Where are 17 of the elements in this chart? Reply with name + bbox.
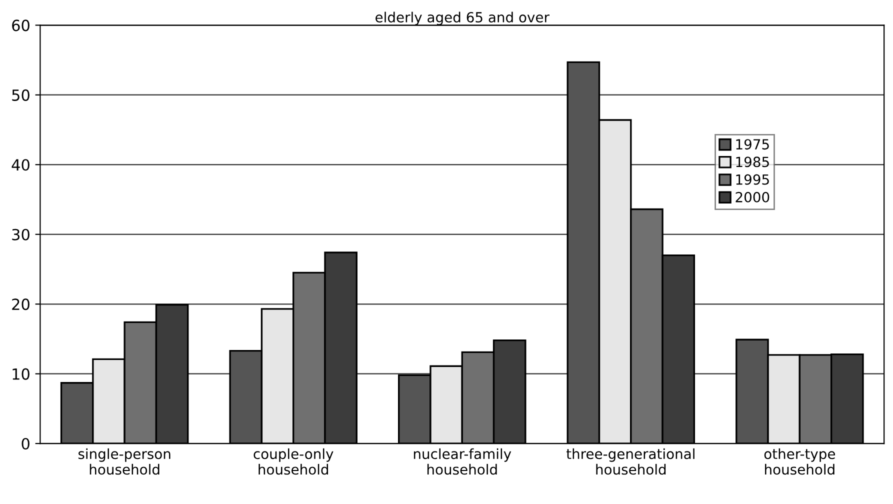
legend-label: 2000 [736, 192, 770, 202]
y-tick-label: 30 [12, 228, 30, 240]
y-tick-label: 20 [12, 298, 30, 310]
y-tick-label: 40 [12, 159, 30, 171]
y-tick-label: 10 [12, 368, 30, 380]
x-tick-label: couple-only household [254, 448, 334, 475]
legend-label: 1995 [736, 174, 769, 185]
legend-label: 1975 [736, 139, 769, 150]
legend-label: 1985 [736, 156, 769, 168]
x-tick-label: single-person household [78, 448, 170, 475]
x-tick-label: nuclear-family household [414, 448, 512, 475]
y-tick-label: 60 [12, 20, 30, 32]
chart-title: elderly aged 65 and over [376, 12, 550, 26]
x-tick-label: three-generational household [566, 448, 694, 475]
x-tick-label: other-type household [764, 448, 836, 475]
y-tick-label: 50 [12, 89, 30, 101]
y-tick-label: 0 [22, 438, 30, 450]
